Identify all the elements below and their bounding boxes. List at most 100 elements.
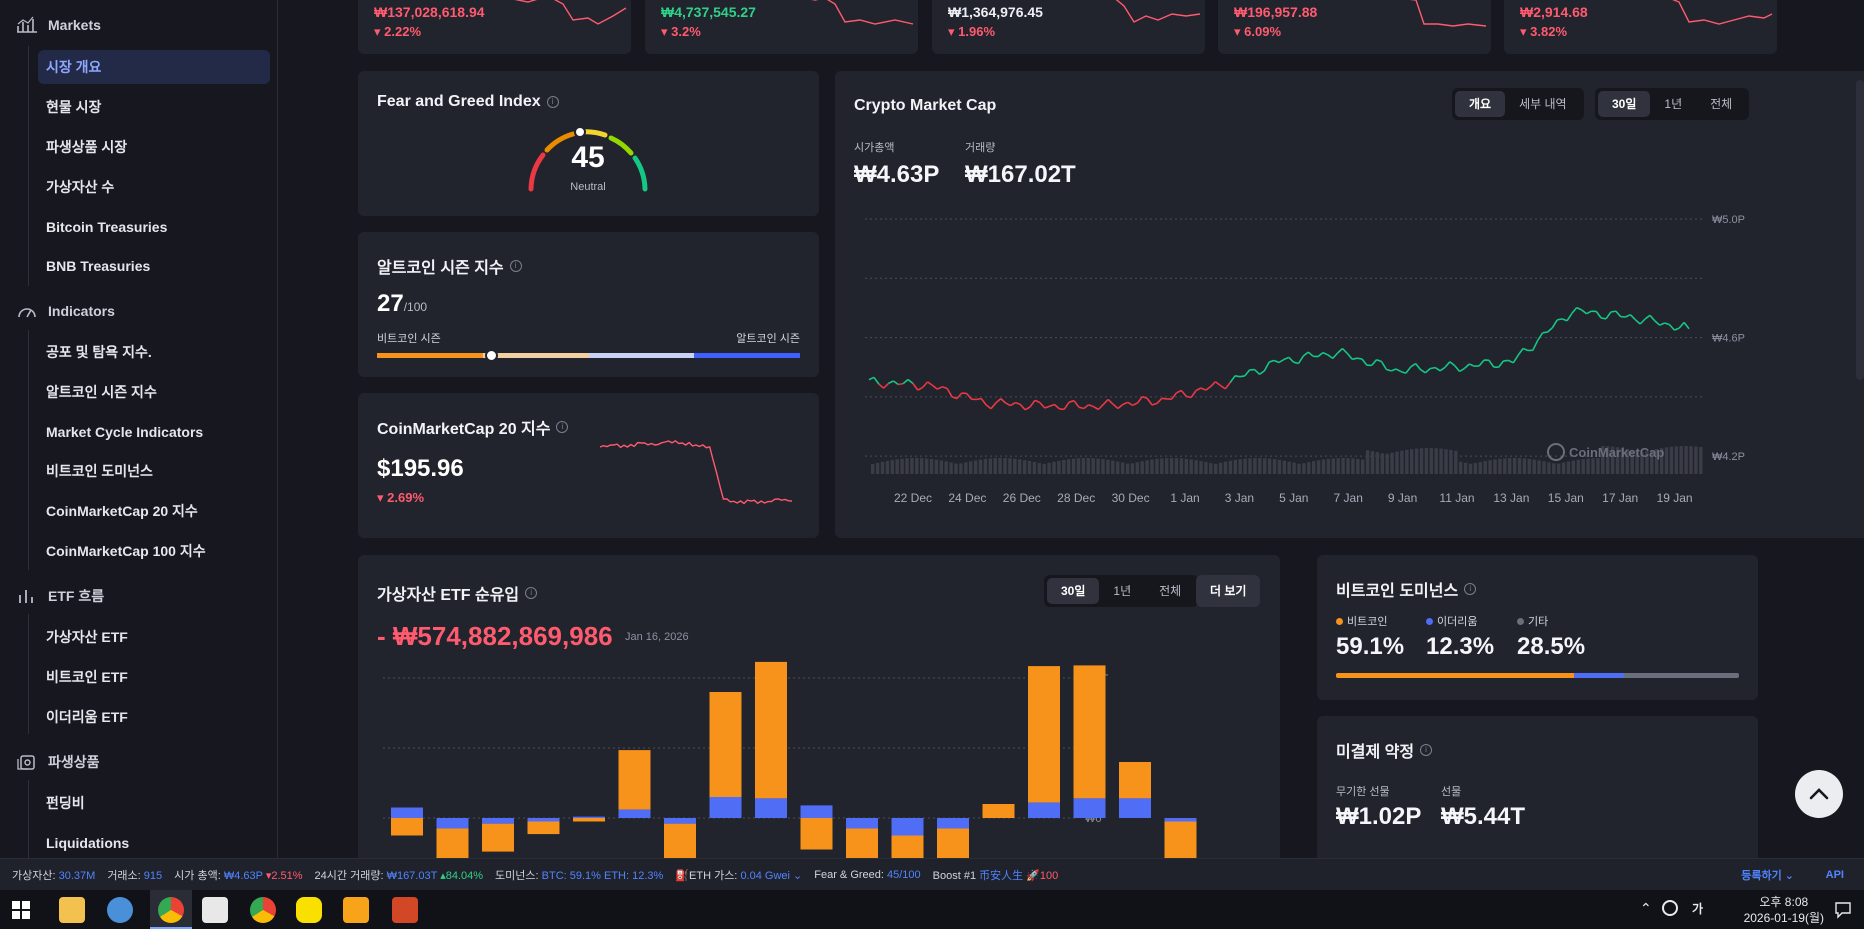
info-icon[interactable]: i	[525, 587, 538, 599]
ticker-card[interactable]: ₩196,957.88 ▾ 6.09%	[1218, 0, 1491, 54]
api-link[interactable]: API	[1825, 868, 1844, 881]
ticker-card[interactable]: ₩137,028,618.94 ▾ 2.22%	[358, 0, 631, 54]
stat-boost[interactable]: Boost #1 币安人生 🚀100	[932, 869, 1059, 882]
volume-bar	[1169, 458, 1174, 474]
market-cap-chart[interactable]: ₩5.0P ₩4.6P ₩4.2P 22 Dec 24 Dec 26 Dec 28 Dec 3…	[835, 71, 1864, 538]
volume-bar	[1238, 459, 1242, 474]
volume-bar	[1522, 458, 1527, 474]
chrome-icon[interactable]	[158, 897, 184, 923]
volume-bar	[1326, 458, 1331, 474]
volume-bar	[1248, 458, 1252, 474]
range-all[interactable]: 전체	[1710, 97, 1733, 111]
ticker-price: ₩137,028,618.94	[374, 4, 485, 20]
notification-icon[interactable]	[1834, 901, 1852, 919]
open-interest-card[interactable]: 미결제 약정 i 무기한 선물 ₩1.02P 선물 ₩5.44T	[1317, 716, 1758, 858]
stat-eth-gas[interactable]: ⛽ETH 가스: 0.04 Gwei ⌄	[675, 869, 803, 882]
sidebar-section-etf[interactable]: ETF 흐름	[16, 586, 104, 606]
taskbar-clock[interactable]: 오후 8:08 2026-01-19(월)	[1744, 894, 1824, 926]
sidebar-item-cmc100[interactable]: CoinMarketCap 100 지수	[46, 543, 206, 559]
market-cap-line-segment	[1049, 403, 1055, 408]
sidebar-item-bnb-treasuries[interactable]: BNB Treasuries	[46, 258, 151, 274]
altcoin-season-card[interactable]: 알트코인 시즌 지수 i 27/100 비트코인 시즌 알트코인 시즌	[358, 232, 819, 377]
app-icon[interactable]	[107, 897, 133, 923]
tab-overview[interactable]: 개요	[1455, 91, 1506, 117]
file-explorer-icon[interactable]	[59, 897, 85, 923]
sidebar-section-label: Indicators	[48, 303, 115, 319]
sidebar-section-derivatives[interactable]: 파생상품	[16, 752, 100, 772]
bar-chart-icon	[17, 16, 37, 33]
x-tick-label: 5 Jan	[1279, 491, 1308, 505]
volume-bar	[1189, 459, 1193, 474]
sidebar-item-funding-rate[interactable]: 펀딩비	[46, 795, 85, 811]
range-1y[interactable]: 1년	[1664, 97, 1683, 111]
range-1y[interactable]: 1년	[1113, 584, 1132, 598]
chrome-icon[interactable]	[250, 897, 276, 923]
tray-chevron-icon[interactable]: ⌃	[1640, 900, 1652, 916]
info-icon[interactable]: i	[556, 421, 569, 433]
sidebar-item-btc-dominance[interactable]: 비트코인 도미넌스	[46, 463, 153, 479]
market-cap-line-segment	[1190, 390, 1197, 398]
range-30d[interactable]: 30일	[1598, 91, 1651, 117]
market-cap-line-segment	[1219, 384, 1226, 390]
market-cap-line-segment	[1537, 332, 1544, 341]
volume-value: ₩167.02T	[965, 161, 1076, 188]
info-icon[interactable]: i	[1464, 583, 1477, 595]
market-cap-line-segment	[1434, 366, 1441, 372]
windows-start-icon[interactable]	[12, 901, 30, 919]
tab-details[interactable]: 세부 내역	[1519, 97, 1567, 111]
kakaotalk-icon[interactable]	[296, 897, 322, 923]
tray-status-icon[interactable]	[1662, 900, 1678, 916]
powerpoint-icon[interactable]	[392, 897, 418, 923]
info-icon[interactable]: i	[546, 96, 559, 108]
sidebar-section-indicators[interactable]: Indicators	[16, 302, 115, 320]
sidebar-section-markets[interactable]: Markets	[16, 16, 101, 34]
sidebar-item-asset-count[interactable]: 가상자산 수	[46, 179, 115, 195]
info-icon[interactable]: i	[509, 260, 522, 272]
market-cap-line-segment	[1644, 314, 1651, 320]
ticker-card[interactable]: ₩2,914.68 ▾ 3.82%	[1504, 0, 1777, 54]
volume-bar	[1346, 458, 1350, 474]
etf-bar-eth	[618, 809, 651, 818]
register-button[interactable]: 등록하기 ⌄	[1741, 869, 1794, 882]
app-icon[interactable]	[202, 897, 228, 923]
dominance-card[interactable]: 비트코인 도미넌스 i 비트코인 이더리움 기타 59.1% 12.3% 28.5…	[1317, 555, 1758, 700]
os-taskbar: ⌃ 가 오후 8:08 2026-01-19(월)	[0, 890, 1864, 929]
sidebar-item-crypto-etf[interactable]: 가상자산 ETF	[46, 629, 128, 645]
market-cap-line-segment	[873, 376, 880, 385]
gauge-icon	[18, 308, 36, 318]
volume-bar	[890, 460, 894, 474]
market-cap-line-segment	[1586, 310, 1592, 315]
ime-icon[interactable]: 가	[1692, 902, 1704, 916]
stat-fear-greed[interactable]: Fear & Greed: 45/100	[814, 868, 921, 881]
etf-inflow-card[interactable]: 가상자산 ETF 순유입 i 30일 1년 전체 더 보기 - ₩574,882,…	[358, 555, 1280, 858]
cmc20-card[interactable]: CoinMarketCap 20 지수 i $195.96 ▾ 2.69%	[358, 393, 819, 538]
range-all[interactable]: 전체	[1159, 584, 1182, 598]
sublime-text-icon[interactable]	[343, 897, 369, 923]
sidebar-item-bitcoin-etf[interactable]: 비트코인 ETF	[46, 669, 128, 685]
sidebar-item-bitcoin-treasuries[interactable]: Bitcoin Treasuries	[46, 219, 168, 235]
scroll-to-top-button[interactable]	[1795, 770, 1843, 818]
sidebar-divider	[28, 46, 29, 286]
info-icon[interactable]: i	[1420, 744, 1433, 756]
sidebar-item-liquidations[interactable]: Liquidations	[46, 835, 130, 851]
market-cap-card[interactable]: Crypto Market Cap 개요 세부 내역 30일 1년 전체 시가총…	[835, 71, 1864, 538]
perpetual-label: 무기한 선물	[1336, 786, 1390, 798]
sidebar-item-market-cycle[interactable]: Market Cycle Indicators	[46, 424, 204, 440]
sidebar-item-fear-greed[interactable]: 공포 및 탐욕 지수.	[46, 344, 152, 360]
fear-greed-card[interactable]: Fear and Greed Index i 45 Neutral	[358, 71, 819, 216]
etf-inflow-chart[interactable]: ₩2T₩0	[358, 555, 1280, 858]
sidebar-item-cmc20[interactable]: CoinMarketCap 20 지수	[46, 503, 198, 519]
sidebar-item-altcoin-season[interactable]: 알트코인 시즌 지수	[46, 384, 157, 400]
sidebar-item-ethereum-etf[interactable]: 이더리움 ETF	[46, 709, 128, 725]
sidebar-item-derivatives-market[interactable]: 파생상품 시장	[46, 139, 128, 155]
etf-bar-eth	[1119, 798, 1151, 818]
sidebar-item-spot[interactable]: 현물 시장	[46, 99, 102, 115]
ticker-price: ₩4,737,545.27	[661, 4, 756, 20]
vertical-scrollbar[interactable]	[1856, 80, 1864, 380]
range-30d[interactable]: 30일	[1047, 578, 1100, 604]
ticker-card[interactable]: ₩1,364,976.45 ▾ 1.96%	[932, 0, 1205, 54]
sidebar-item-market-overview[interactable]: 시장 개요	[38, 50, 270, 84]
more-button[interactable]: 더 보기	[1196, 575, 1261, 607]
etf-bar-btc	[800, 818, 833, 850]
ticker-card[interactable]: ₩4,737,545.27 ▾ 3.2%	[645, 0, 918, 54]
